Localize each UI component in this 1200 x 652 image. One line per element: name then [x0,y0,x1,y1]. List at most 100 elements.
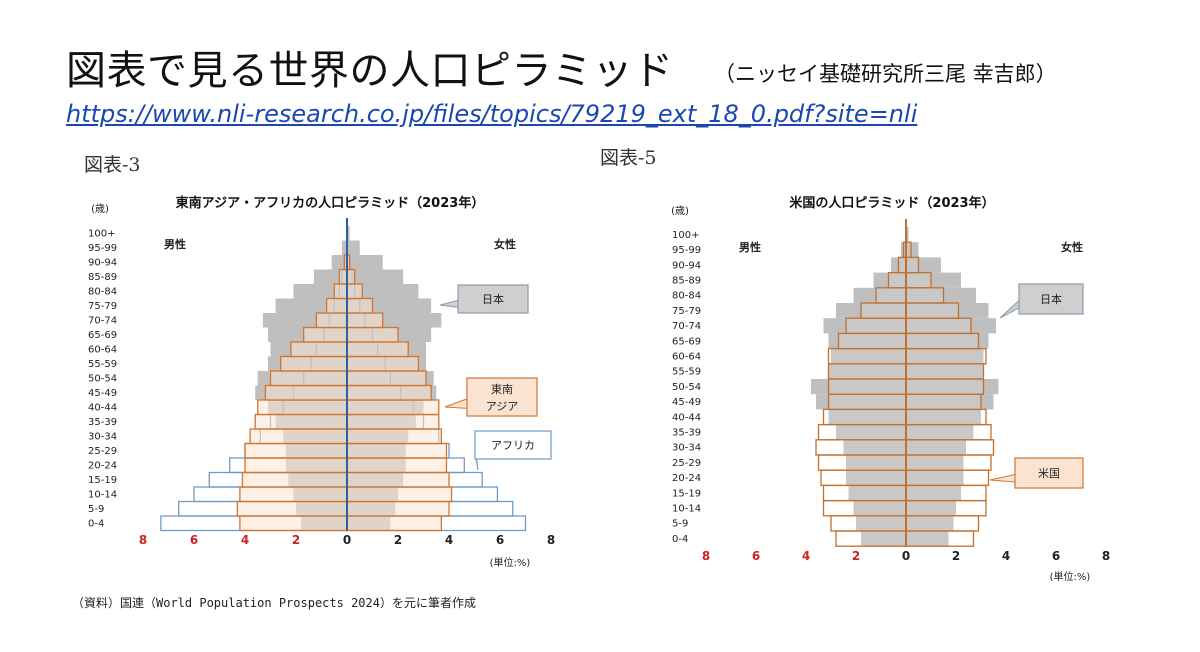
fig3-callout-box-sea [466,377,538,417]
fig3-sea-female-bar-15 [346,297,374,314]
fig5-jp-female-bar-20 [906,227,909,243]
fig5-us-male-bar-5 [817,454,907,471]
fig5-x-tick-1: 6 [752,549,760,563]
fig5-us-female-bar-8 [905,408,987,426]
fig3-sea-male-bar-2 [239,486,348,503]
fig3-sea-female-bar-4 [346,457,448,474]
fig5-jp-male-bar-5 [846,455,906,471]
fig3-x-tick-3: 2 [292,533,300,547]
fig5-us-male-bar-12 [827,347,907,365]
fig5-us-male-bar-3 [822,484,907,502]
fig3-callout-pointer-sea [444,398,468,409]
fig5-jp-male-bar-15 [836,303,906,319]
fig5-jp-male-bar-1 [856,515,906,531]
fig3-x-tick-8: 8 [547,533,555,547]
fig5-jp-female-bar-19 [906,242,919,258]
fig5-jp-female-bar-9 [906,394,994,410]
fig3-sea-male-bar-7 [254,413,348,430]
fig5-age-tick-16: 80-84 [672,291,701,302]
fig5-us-male-bar-17 [887,271,907,289]
fig5-us-female-bar-14 [905,317,972,335]
fig5-jp-male-bar-16 [853,287,906,303]
fig5-us-female-bar-9 [905,393,982,411]
fig5-jp-male-bar-17 [873,272,906,288]
fig5-jp-female-bar-12 [906,348,984,364]
fig5-us-male-bar-14 [845,317,907,335]
fig5-jp-female-bar-5 [906,455,964,471]
fig5-us-male-bar-13 [837,332,907,350]
fig5-us-female-bar-13 [905,332,980,350]
fig3-sea-female-bar-16 [346,283,363,300]
fig3-age-tick-10: 50-54 [88,373,117,384]
fig3-sea-male-bar-0 [239,515,348,532]
fig3-age-tick-11: 55-59 [88,359,117,370]
fig3-sea-male-bar-4 [244,457,348,474]
fig3-jp-female-bar-17 [347,269,404,284]
fig5-ylabel: (歳) [671,205,689,217]
fig5-age-tick-5: 25-29 [672,458,701,469]
fig5-callout-box-us [1014,457,1084,489]
fig3-sea-male-bar-12 [290,341,348,358]
fig3-sea-male-bar-16 [333,283,348,300]
fig5-x-tick-2: 4 [802,549,810,563]
fig5-jp-male-bar-3 [848,485,906,501]
fig3-age-tick-1: 5-9 [88,504,104,515]
fig3-jp-female-bar-20 [347,226,350,241]
fig5-us-female-bar-10 [905,378,985,395]
fig3-age-tick-4: 20-24 [88,460,117,471]
fig3-sea-male-bar-5 [244,442,348,459]
fig3-age-tick-17: 85-89 [88,272,117,283]
fig5-us-female-bar-1 [905,515,980,532]
fig5-jp-male-bar-0 [861,531,906,547]
fig5-age-tick-6: 30-34 [672,443,701,454]
fig5-x-tick-3: 2 [852,549,860,563]
fig3-jp-female-bar-19 [347,240,360,255]
fig5-jp-male-bar-6 [843,439,906,455]
fig5-us-female-bar-0 [905,530,975,547]
fig5-jp-female-bar-17 [906,272,961,288]
fig5-jp-male-bar-11 [828,363,906,379]
fig5-jp-male-bar-2 [853,500,906,516]
source-link[interactable]: https://www.nli-research.co.jp/files/top… [66,100,918,128]
fig3-sea-female-bar-3 [346,471,450,488]
fig5-female-label: 女性 [1061,240,1083,254]
fig5-age-tick-17: 85-89 [672,276,701,287]
fig3-sea-female-bar-17 [346,268,356,285]
fig5-jp-male-bar-4 [846,470,906,486]
fig3-callout-sea-line1: 東南 [491,383,513,396]
fig5-jp-female-bar-16 [906,287,976,303]
fig5-age-tick-20: 100+ [672,230,699,241]
fig3-sea-male-bar-1 [236,500,348,517]
fig3-age-tick-15: 75-79 [88,301,117,312]
fig3-sea-female-bar-10 [346,370,427,387]
fig5-us-female-bar-7 [905,423,992,441]
fig3-sea-female-bar-8 [346,399,440,416]
fig3-callout-pointer-japan [439,299,459,308]
fig5-us-female-bar-15 [905,302,960,319]
fig5-age-tick-7: 35-39 [672,428,701,439]
fig3-x-tick-6: 4 [445,533,453,547]
fig3-age-tick-14: 70-74 [88,315,117,326]
fig3-sea-female-bar-5 [346,442,448,459]
fig5-jp-male-bar-7 [836,424,906,440]
fig5-callout-pointer-us [989,473,1016,483]
fig3-male-label: 男性 [164,237,186,251]
fig5-label: 図表-5 [600,147,657,169]
fig3-age-tick-13: 65-69 [88,330,117,341]
fig5-jp-male-bar-8 [828,409,906,425]
fig3-age-tick-20: 100+ [88,228,115,239]
fig5-us-male-bar-11 [827,363,907,380]
fig5-jp-female-bar-13 [906,333,989,349]
fig3-sea-female-bar-6 [346,428,442,445]
fig5-age-tick-18: 90-94 [672,260,701,271]
fig5-age-tick-11: 55-59 [672,367,701,378]
fig5-jp-female-bar-2 [906,500,956,516]
fig5-us-female-bar-5 [905,454,992,471]
fig3-callout-box-japan [457,284,529,314]
author-credit: （ニッセイ基礎研究所三尾 幸吉郎） [714,62,1057,86]
fig3-title: 東南アジア・アフリカの人口ピラミッド（2023年） [176,195,485,211]
fig3-sea-female-bar-14 [346,312,384,329]
fig3-age-tick-8: 40-44 [88,402,117,413]
fig5-us-female-bar-18 [905,256,920,274]
